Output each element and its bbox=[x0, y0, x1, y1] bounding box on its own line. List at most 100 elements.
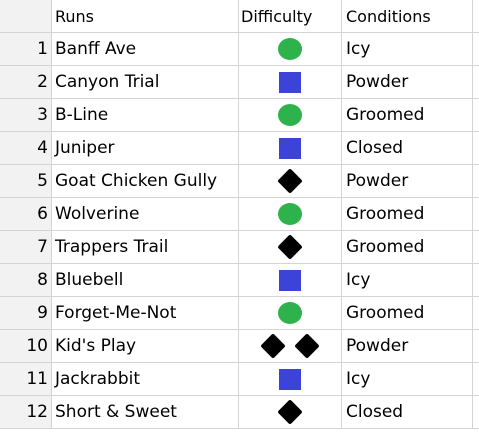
condition-cell[interactable]: Groomed bbox=[342, 99, 473, 132]
condition-cell[interactable]: Groomed bbox=[342, 297, 473, 330]
table-row: 12 Short & Sweet Closed bbox=[0, 396, 479, 429]
empty-column-cell[interactable] bbox=[473, 297, 479, 330]
difficulty-cell[interactable] bbox=[239, 132, 342, 165]
difficulty-cell[interactable] bbox=[239, 363, 342, 396]
black-diamond-icon bbox=[277, 168, 303, 194]
empty-column-cell[interactable] bbox=[473, 363, 479, 396]
runs-column-header[interactable]: Runs bbox=[52, 0, 239, 33]
green-circle-icon bbox=[278, 302, 302, 324]
black-diamond-icon bbox=[277, 399, 303, 425]
empty-column-cell[interactable] bbox=[473, 165, 479, 198]
empty-column-cell[interactable] bbox=[473, 198, 479, 231]
row-number-cell[interactable]: 6 bbox=[0, 198, 52, 231]
difficulty-cell[interactable] bbox=[239, 198, 342, 231]
blue-square-icon bbox=[279, 269, 301, 291]
header-row: Runs Difficulty Conditions bbox=[0, 0, 479, 33]
row-number-cell[interactable]: 2 bbox=[0, 66, 52, 99]
condition-cell[interactable]: Closed bbox=[342, 132, 473, 165]
empty-column-cell[interactable] bbox=[473, 330, 479, 363]
empty-column-cell[interactable] bbox=[473, 99, 479, 132]
empty-column-cell[interactable] bbox=[473, 231, 479, 264]
condition-cell[interactable]: Icy bbox=[342, 264, 473, 297]
green-circle-icon bbox=[278, 38, 302, 60]
run-name-cell[interactable]: Jackrabbit bbox=[52, 363, 239, 396]
table-row: 9 Forget-Me-Not Groomed bbox=[0, 297, 479, 330]
conditions-column-header[interactable]: Conditions bbox=[342, 0, 473, 33]
black-diamond-icon bbox=[294, 333, 320, 359]
row-number-cell[interactable]: 4 bbox=[0, 132, 52, 165]
run-name-cell[interactable]: Goat Chicken Gully bbox=[52, 165, 239, 198]
table-row: 8 Bluebell Icy bbox=[0, 264, 479, 297]
difficulty-cell[interactable] bbox=[239, 33, 342, 66]
difficulty-cell[interactable] bbox=[239, 264, 342, 297]
table-row: 5 Goat Chicken Gully Powder bbox=[0, 165, 479, 198]
table-row: 11 Jackrabbit Icy bbox=[0, 363, 479, 396]
difficulty-cell[interactable] bbox=[239, 396, 342, 429]
green-circle-icon bbox=[278, 38, 302, 60]
green-circle-icon bbox=[278, 104, 302, 126]
empty-column-cell[interactable] bbox=[473, 132, 479, 165]
table-row: 3 B-Line Groomed bbox=[0, 99, 479, 132]
blue-square-icon bbox=[279, 368, 301, 390]
empty-column-cell[interactable] bbox=[473, 66, 479, 99]
row-number-cell[interactable]: 7 bbox=[0, 231, 52, 264]
run-name-cell[interactable]: Trappers Trail bbox=[52, 231, 239, 264]
black-diamond-icon bbox=[260, 333, 286, 359]
blue-square-icon bbox=[279, 368, 301, 390]
blue-square-icon bbox=[279, 137, 301, 159]
condition-cell[interactable]: Powder bbox=[342, 165, 473, 198]
row-number-cell[interactable]: 8 bbox=[0, 264, 52, 297]
corner-header-cell[interactable] bbox=[0, 0, 52, 33]
black-diamond-icon bbox=[277, 234, 303, 260]
run-name-cell[interactable]: Short & Sweet bbox=[52, 396, 239, 429]
black-diamond-icon bbox=[277, 399, 303, 425]
row-number-cell[interactable]: 9 bbox=[0, 297, 52, 330]
green-circle-icon bbox=[278, 203, 302, 225]
blue-square-icon bbox=[279, 71, 301, 93]
condition-cell[interactable]: Icy bbox=[342, 363, 473, 396]
difficulty-cell[interactable] bbox=[239, 231, 342, 264]
row-number-cell[interactable]: 1 bbox=[0, 33, 52, 66]
run-name-cell[interactable]: Forget-Me-Not bbox=[52, 297, 239, 330]
empty-column-cell[interactable] bbox=[473, 33, 479, 66]
condition-cell[interactable]: Groomed bbox=[342, 231, 473, 264]
run-name-cell[interactable]: Banff Ave bbox=[52, 33, 239, 66]
difficulty-cell[interactable] bbox=[239, 165, 342, 198]
condition-cell[interactable]: Powder bbox=[342, 330, 473, 363]
empty-column-cell[interactable] bbox=[473, 264, 479, 297]
row-number-cell[interactable]: 11 bbox=[0, 363, 52, 396]
green-circle-icon bbox=[278, 203, 302, 225]
table-row: 7 Trappers Trail Groomed bbox=[0, 231, 479, 264]
green-circle-icon bbox=[278, 302, 302, 324]
difficulty-cell[interactable] bbox=[239, 330, 342, 363]
row-number-cell[interactable]: 12 bbox=[0, 396, 52, 429]
run-name-cell[interactable]: Kid's Play bbox=[52, 330, 239, 363]
blue-square-icon bbox=[279, 269, 301, 291]
difficulty-cell[interactable] bbox=[239, 66, 342, 99]
run-name-cell[interactable]: Juniper bbox=[52, 132, 239, 165]
row-number-cell[interactable]: 3 bbox=[0, 99, 52, 132]
table-row: 2 Canyon Trial Powder bbox=[0, 66, 479, 99]
run-name-cell[interactable]: Wolverine bbox=[52, 198, 239, 231]
black-diamond-icon bbox=[277, 234, 303, 260]
difficulty-cell[interactable] bbox=[239, 297, 342, 330]
condition-cell[interactable]: Powder bbox=[342, 66, 473, 99]
blue-square-icon bbox=[279, 71, 301, 93]
green-circle-icon bbox=[278, 104, 302, 126]
condition-cell[interactable]: Closed bbox=[342, 396, 473, 429]
empty-column-cell[interactable] bbox=[473, 396, 479, 429]
difficulty-cell[interactable] bbox=[239, 99, 342, 132]
run-name-cell[interactable]: Canyon Trial bbox=[52, 66, 239, 99]
condition-cell[interactable]: Icy bbox=[342, 33, 473, 66]
table-row: 4 Juniper Closed bbox=[0, 132, 479, 165]
row-number-cell[interactable]: 10 bbox=[0, 330, 52, 363]
run-name-cell[interactable]: B-Line bbox=[52, 99, 239, 132]
row-number-cell[interactable]: 5 bbox=[0, 165, 52, 198]
table-row: 1 Banff Ave Icy bbox=[0, 33, 479, 66]
black-diamond-icon bbox=[277, 168, 303, 194]
empty-column-cell[interactable] bbox=[473, 0, 479, 33]
condition-cell[interactable]: Groomed bbox=[342, 198, 473, 231]
run-name-cell[interactable]: Bluebell bbox=[52, 264, 239, 297]
difficulty-column-header[interactable]: Difficulty bbox=[239, 0, 342, 33]
